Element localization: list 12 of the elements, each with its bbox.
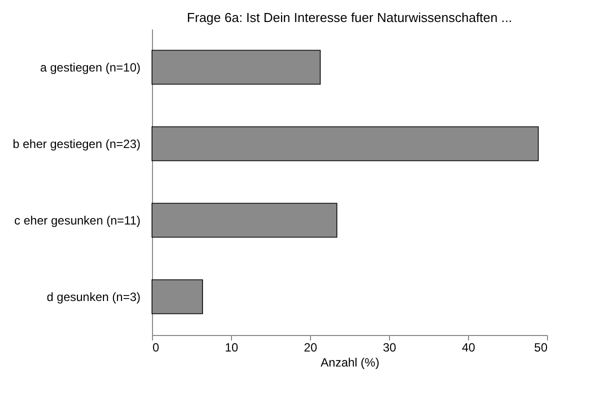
- y-tick-label: b eher gestiegen (n=23): [12, 136, 140, 151]
- chart-title: Frage 6a: Ist Dein Interesse fuer Naturwissenschaften ...: [186, 10, 512, 25]
- x-tick-label: 20: [304, 340, 318, 354]
- x-tick-label: 0: [152, 340, 160, 354]
- x-tick-label: 10: [224, 340, 238, 354]
- x-tick-label: 30: [382, 340, 396, 354]
- x-axis-title: Anzahl (%): [320, 356, 380, 370]
- y-tick-label: a gestiegen (n=10): [40, 60, 141, 74]
- x-tick-label: 40: [462, 340, 476, 354]
- y-tick-label: d gesunken (n=3): [46, 290, 140, 304]
- x-tick-label: 50: [534, 340, 548, 354]
- y-tick-label: c eher gesunken (n=11): [14, 213, 140, 228]
